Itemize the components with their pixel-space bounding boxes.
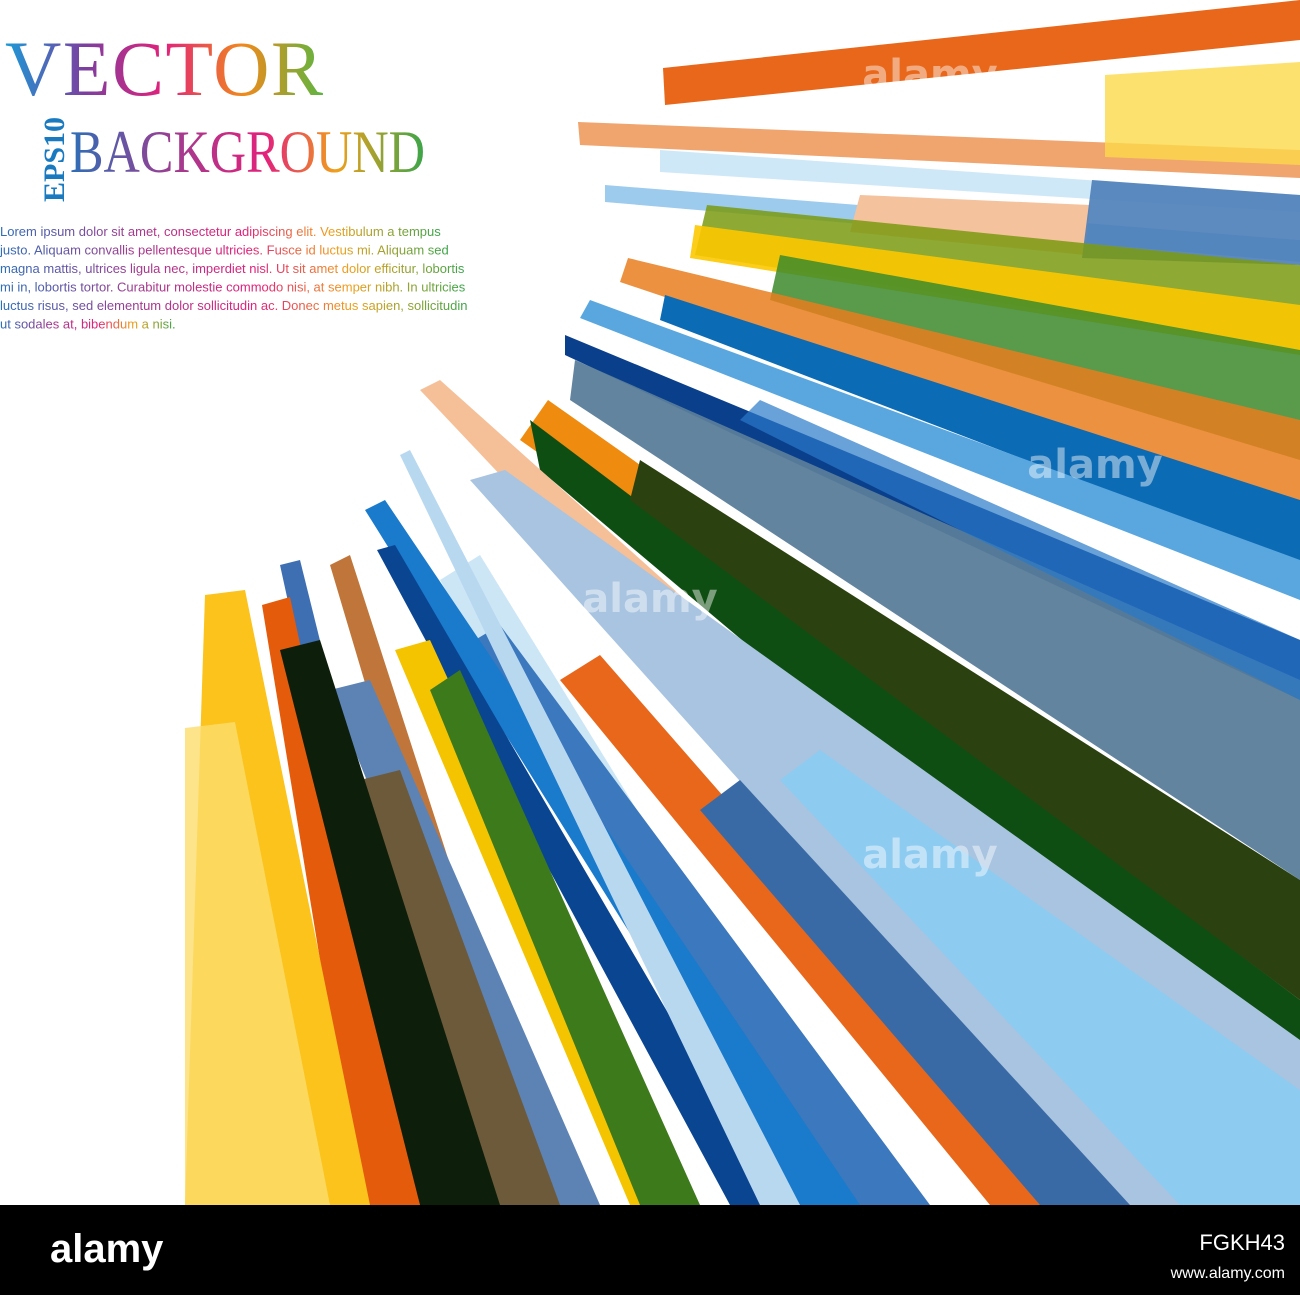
body-line: magna mattis, ultrices ligula nec, imper… — [0, 261, 465, 276]
body-line: mi in, lobortis tortor. Curabitur molest… — [0, 280, 466, 295]
badge: EPS10 — [38, 117, 71, 202]
image-id: FGKH43 — [1199, 1230, 1285, 1255]
subtitle: BACKGROUND — [70, 119, 425, 185]
footer-logo: alamy — [50, 1227, 164, 1271]
footer-url: www.alamy.com — [1170, 1265, 1285, 1282]
title: VECTOR — [5, 25, 323, 112]
watermark: alamy — [862, 52, 997, 98]
body-line: justo. Aliquam convallis pellentesque ul… — [0, 243, 449, 258]
watermark: alamy — [582, 576, 717, 622]
footer-bar — [0, 1205, 1300, 1295]
watermark: alamy — [862, 832, 997, 878]
watermark: alamy — [1027, 442, 1162, 488]
body-line: Lorem ipsum dolor sit amet, consectetur … — [0, 224, 441, 239]
stripes — [185, 0, 1300, 1205]
body-line: luctus risus, sed elementum dolor sollic… — [0, 298, 468, 313]
body-line: ut sodales at, bibendum a nisi. — [0, 317, 176, 332]
body-text: Lorem ipsum dolor sit amet, consectetur … — [0, 224, 468, 332]
